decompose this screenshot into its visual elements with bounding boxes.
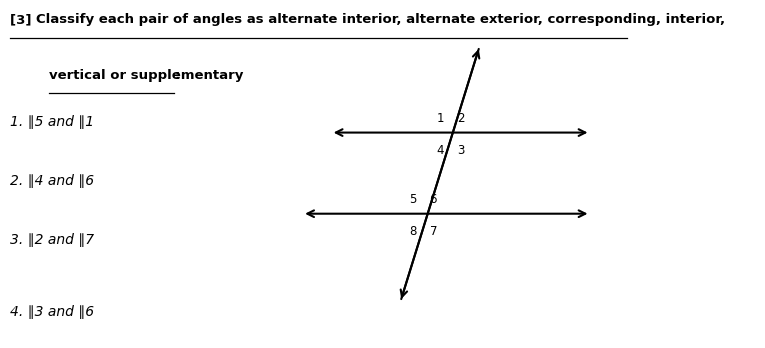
Text: 4: 4 bbox=[437, 144, 444, 157]
Text: 6: 6 bbox=[430, 193, 437, 206]
Text: 2. ∥4 and ∥6: 2. ∥4 and ∥6 bbox=[10, 174, 94, 188]
Text: 7: 7 bbox=[430, 225, 437, 238]
Text: 2: 2 bbox=[457, 112, 464, 125]
Text: Classify each pair of angles as alternate interior, alternate exterior, correspo: Classify each pair of angles as alternat… bbox=[36, 14, 725, 26]
Text: 1: 1 bbox=[437, 112, 444, 125]
Text: [3]: [3] bbox=[10, 14, 36, 26]
Text: 5: 5 bbox=[409, 193, 417, 206]
Text: vertical or supplementary: vertical or supplementary bbox=[49, 69, 243, 82]
Text: 3: 3 bbox=[457, 144, 464, 157]
Text: 8: 8 bbox=[409, 225, 417, 238]
Text: 1. ∥5 and ∥1: 1. ∥5 and ∥1 bbox=[10, 115, 94, 129]
Text: :: : bbox=[174, 69, 180, 82]
Text: 4. ∥3 and ∥6: 4. ∥3 and ∥6 bbox=[10, 305, 94, 319]
Text: 3. ∥2 and ∥7: 3. ∥2 and ∥7 bbox=[10, 233, 94, 247]
